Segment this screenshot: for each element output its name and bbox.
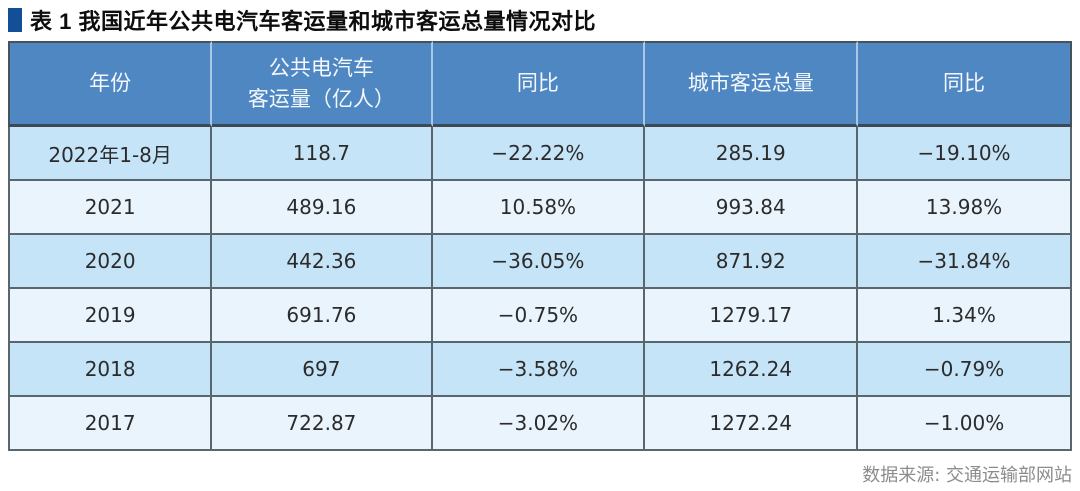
table-header: 年份 公共电汽车 客运量（亿人） 同比 城市客运总量 同比	[8, 41, 1072, 127]
table-cell: −36.05%	[432, 235, 646, 289]
table-cell: 10.58%	[432, 181, 646, 235]
table-cell: 13.98%	[858, 181, 1072, 235]
table-cell: 722.87	[212, 397, 433, 451]
header-row: 年份 公共电汽车 客运量（亿人） 同比 城市客运总量 同比	[8, 41, 1072, 127]
table-row: 2018 697 −3.58% 1262.24 −0.79%	[8, 343, 1072, 397]
table-cell: −0.75%	[432, 289, 646, 343]
table-cell: −1.00%	[858, 397, 1072, 451]
year-cell: 2020	[8, 235, 213, 289]
column-header-year: 年份	[8, 41, 213, 127]
table-cell: 118.7	[212, 127, 433, 181]
table-row: 2021 489.16 10.58% 993.84 13.98%	[8, 181, 1072, 235]
column-header-urban-total: 城市客运总量	[645, 41, 859, 127]
column-header-bus-volume: 公共电汽车 客运量（亿人）	[212, 41, 433, 127]
table-cell: 1.34%	[858, 289, 1072, 343]
year-cell: 2017	[8, 397, 213, 451]
table-cell: 993.84	[645, 181, 859, 235]
table-cell: 1272.24	[645, 397, 859, 451]
table-cell: −3.02%	[432, 397, 646, 451]
data-table: 年份 公共电汽车 客运量（亿人） 同比 城市客运总量 同比 2022年1-8月 …	[8, 41, 1072, 451]
table-cell: 691.76	[212, 289, 433, 343]
table-cell: 285.19	[645, 127, 859, 181]
table-cell: −31.84%	[858, 235, 1072, 289]
table-cell: −22.22%	[432, 127, 646, 181]
table-cell: −0.79%	[858, 343, 1072, 397]
table-cell: 489.16	[212, 181, 433, 235]
column-header-yoy-urban: 同比	[858, 41, 1072, 127]
data-source-note: 数据来源: 交通运输部网站	[862, 465, 1072, 486]
table-row: 2020 442.36 −36.05% 871.92 −31.84%	[8, 235, 1072, 289]
year-cell: 2018	[8, 343, 213, 397]
table-title: 表 1 我国近年公共电汽车客运量和城市客运总量情况对比	[30, 9, 596, 34]
table-cell: −3.58%	[432, 343, 646, 397]
title-bullet-icon	[8, 8, 22, 32]
year-cell: 2021	[8, 181, 213, 235]
table-cell: 697	[212, 343, 433, 397]
year-cell: 2022年1-8月	[8, 127, 213, 181]
table-row: 2022年1-8月 118.7 −22.22% 285.19 −19.10%	[8, 127, 1072, 181]
table-cell: −19.10%	[858, 127, 1072, 181]
table-row: 2017 722.87 −3.02% 1272.24 −1.00%	[8, 397, 1072, 451]
table-row: 2019 691.76 −0.75% 1279.17 1.34%	[8, 289, 1072, 343]
column-header-yoy-bus: 同比	[432, 41, 646, 127]
year-cell: 2019	[8, 289, 213, 343]
table-cell: 871.92	[645, 235, 859, 289]
table-cell: 442.36	[212, 235, 433, 289]
table-cell: 1262.24	[645, 343, 859, 397]
table-body: 2022年1-8月 118.7 −22.22% 285.19 −19.10% 2…	[8, 127, 1072, 451]
table-title-row: 表 1 我国近年公共电汽车客运量和城市客运总量情况对比	[8, 5, 1072, 35]
table-cell: 1279.17	[645, 289, 859, 343]
